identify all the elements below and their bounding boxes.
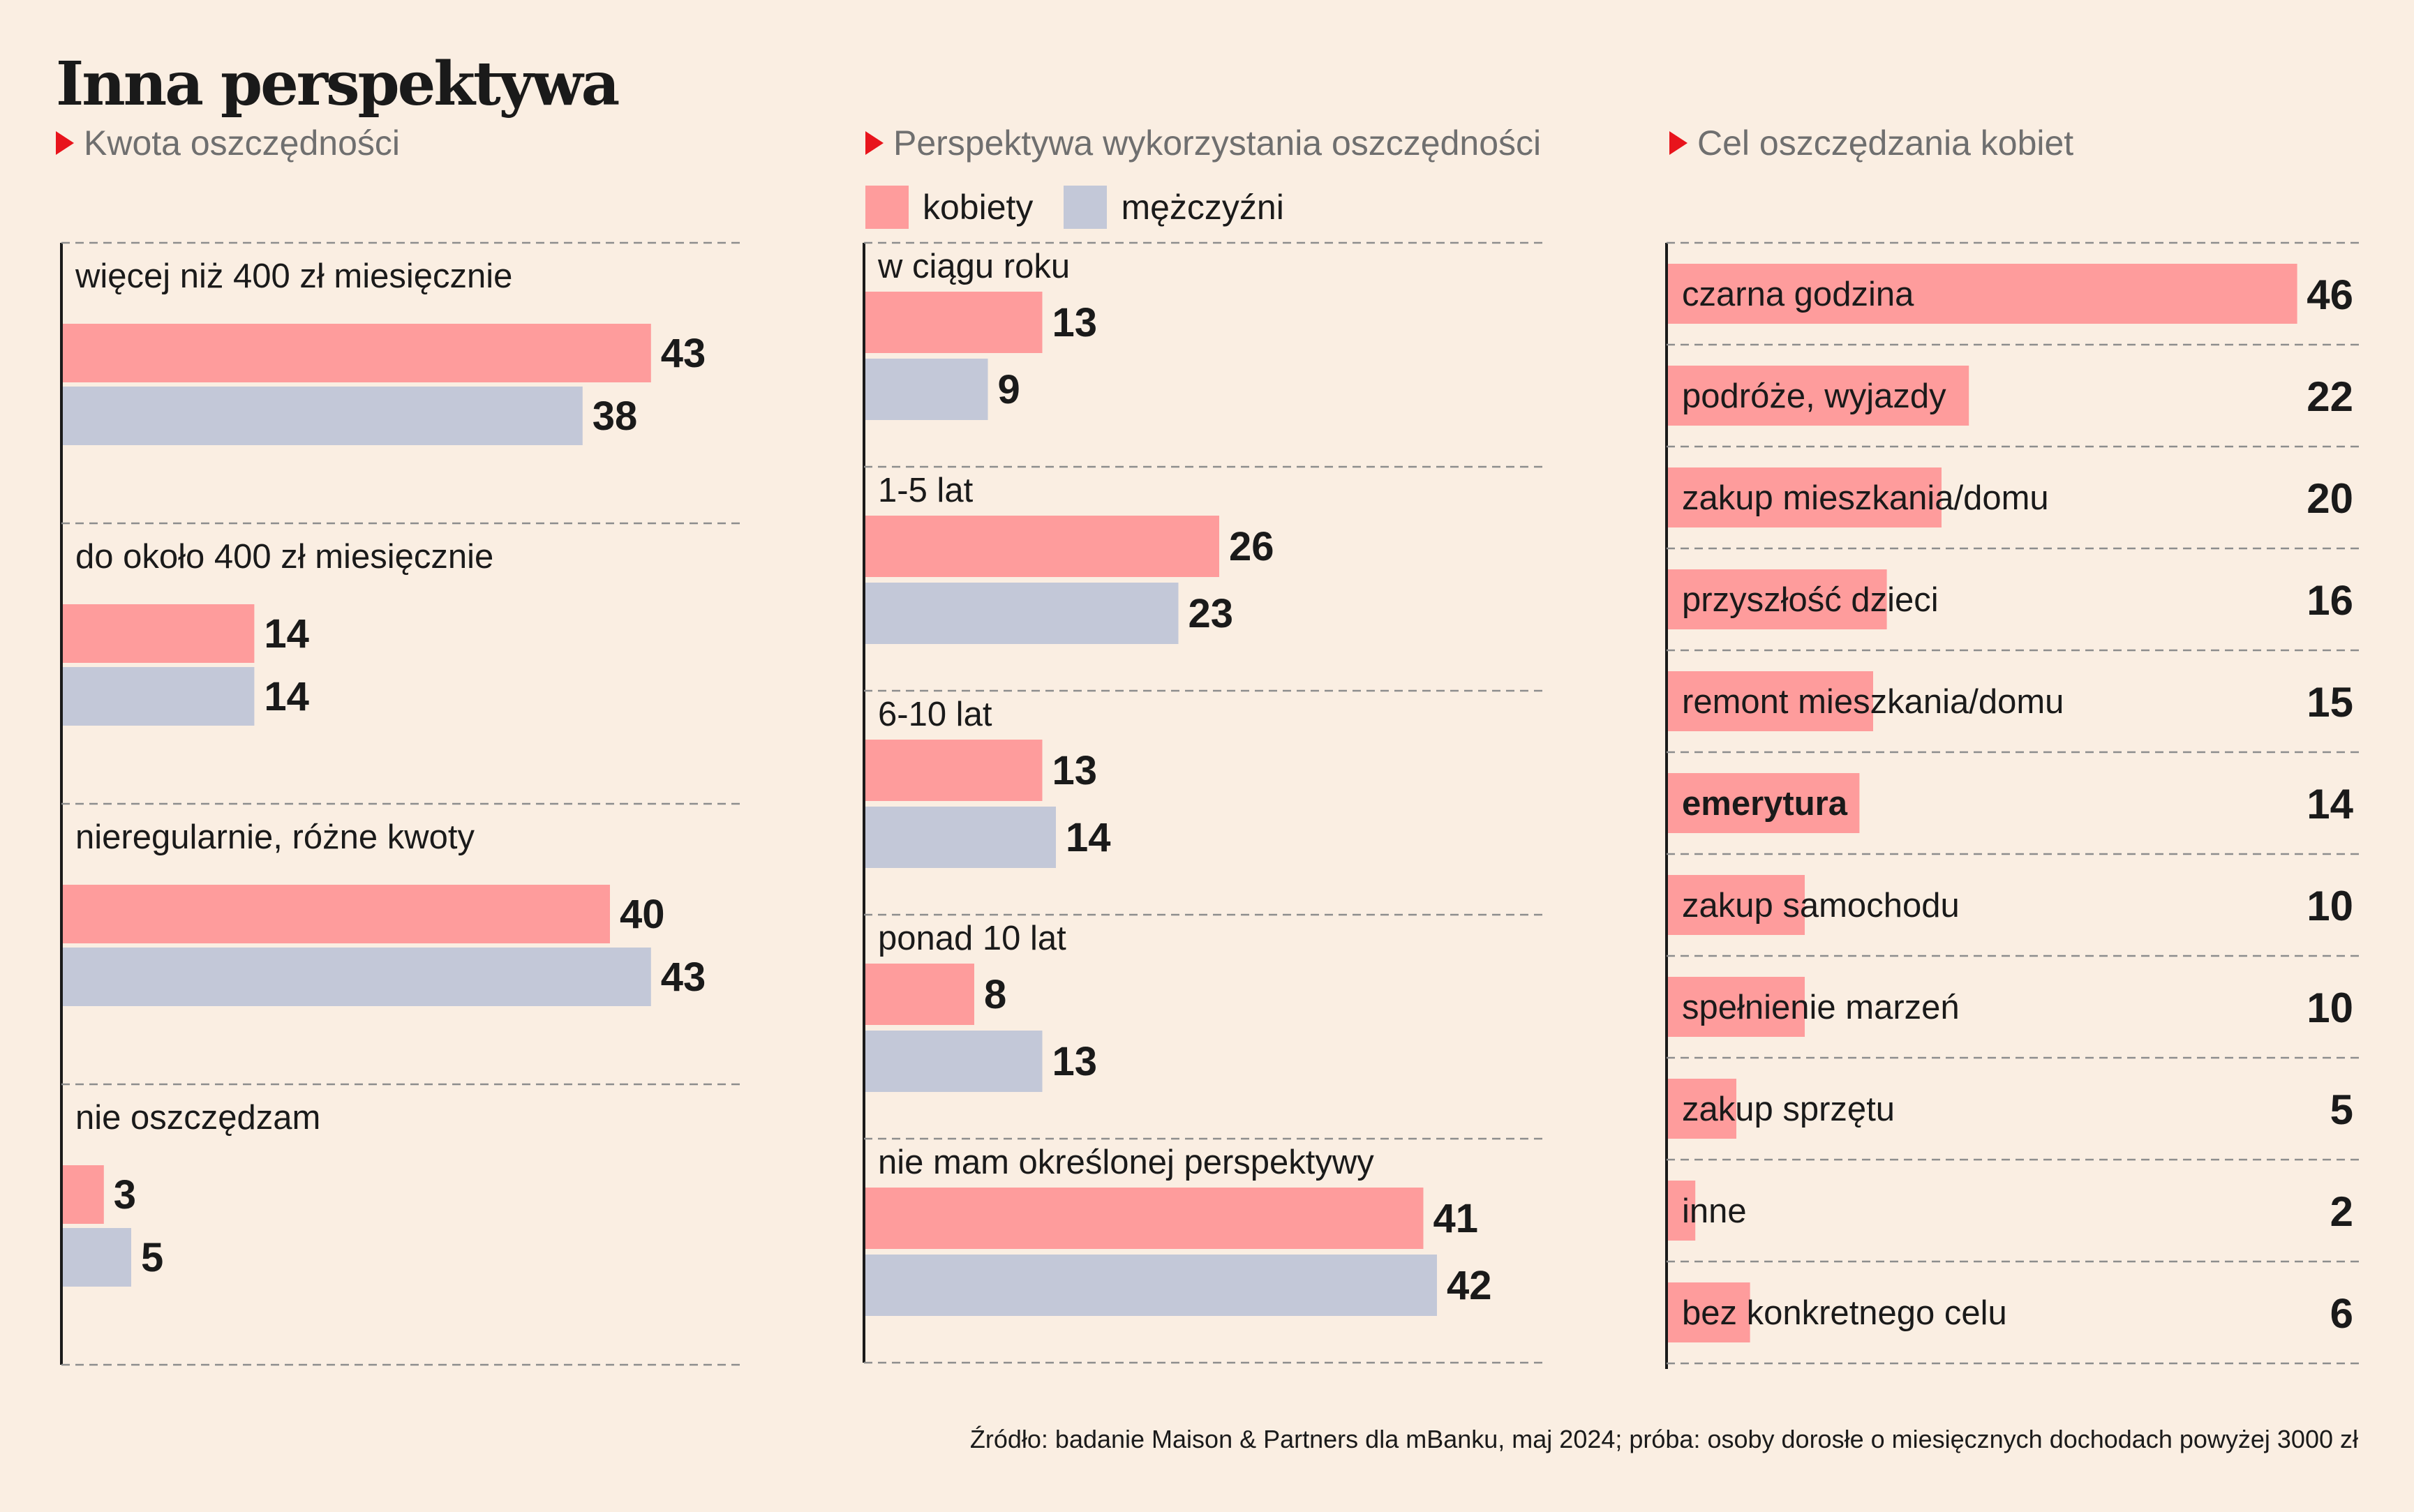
bar-men (63, 948, 651, 1006)
bar-men (865, 1255, 1437, 1316)
category-label: emerytura (1682, 785, 1848, 823)
data-label: 16 (2307, 577, 2353, 624)
category-label: w ciągu roku (877, 248, 1070, 285)
data-label: 14 (264, 611, 309, 657)
data-label: 3 (114, 1172, 136, 1218)
data-label: 40 (620, 892, 665, 937)
bar-women (1668, 1282, 1750, 1342)
data-label: 9 (998, 367, 1020, 412)
panel-2-subtitle-text: Perspektywa wykorzystania oszczędności (893, 123, 1542, 163)
data-label: 2 (2330, 1188, 2353, 1235)
bar-men (865, 583, 1179, 644)
category-label: 1-5 lat (878, 472, 974, 509)
bar-women (1668, 1079, 1736, 1139)
panel-3-subtitle: Cel oszczędzania kobiet (1669, 123, 2073, 163)
bar-women (1668, 467, 1942, 527)
bar-women (1668, 671, 1873, 731)
legend-item-women: kobiety (865, 186, 1033, 229)
data-label: 23 (1189, 591, 1234, 636)
data-label: 10 (2307, 985, 2353, 1031)
category-label: zakup samochodu (1682, 887, 1960, 925)
category-label: inne (1682, 1192, 1747, 1230)
bar-men (865, 807, 1056, 868)
data-label: 13 (1052, 748, 1098, 793)
panel-3-subtitle-text: Cel oszczędzania kobiet (1697, 123, 2074, 163)
chart-legend: kobiety mężczyźni (865, 186, 1315, 229)
triangle-marker-icon (865, 131, 884, 155)
category-label: podróże, wyjazdy (1682, 377, 1946, 415)
category-label: czarna godzina (1682, 276, 1914, 313)
data-label: 41 (1433, 1196, 1479, 1241)
data-label: 26 (1229, 524, 1274, 569)
category-label: zakup sprzętu (1682, 1091, 1895, 1128)
category-label: nieregularnie, różne kwoty (75, 818, 475, 856)
category-label: zakup mieszkania/domu (1682, 479, 2049, 517)
bar-men (63, 387, 583, 445)
panel-2-subtitle: Perspektywa wykorzystania oszczędności (865, 123, 1541, 163)
legend-swatch-men (1064, 186, 1108, 229)
triangle-marker-icon (1669, 131, 1687, 155)
bar-women (63, 1165, 104, 1224)
data-label: 20 (2307, 475, 2353, 522)
legend-label-men: mężczyźni (1121, 188, 1284, 227)
data-label: 13 (1052, 300, 1098, 345)
legend-item-men: mężczyźni (1064, 186, 1284, 229)
panel-1-subtitle: Kwota oszczędności (56, 123, 400, 163)
bar-women (865, 964, 974, 1025)
data-label: 22 (2307, 373, 2353, 420)
data-label: 15 (2307, 679, 2353, 726)
category-label: więcej niż 400 zł miesięcznie (75, 257, 512, 295)
data-label: 13 (1052, 1039, 1098, 1084)
category-label: 6-10 lat (878, 696, 992, 733)
bar-women (63, 885, 610, 943)
source-note: Źródło: badanie Maison & Partners dla mB… (969, 1425, 2358, 1453)
bar-men (63, 667, 255, 726)
category-label: przyszłość dzieci (1682, 581, 1939, 619)
bar-women (63, 324, 651, 382)
data-label: 10 (2307, 883, 2353, 929)
data-label: 14 (1066, 815, 1111, 860)
data-label: 14 (2307, 781, 2353, 828)
category-label: spełnienie marzeń (1682, 989, 1960, 1026)
legend-swatch-women (865, 186, 909, 229)
bar-women (865, 516, 1219, 577)
bar-women (1668, 264, 2297, 324)
bar-women (1668, 366, 1969, 426)
category-label: remont mieszkania/domu (1682, 683, 2064, 721)
category-label: nie oszczędzam (75, 1099, 320, 1137)
category-label: ponad 10 lat (878, 920, 1066, 957)
data-label: 14 (264, 674, 309, 719)
data-label: 8 (984, 972, 1006, 1017)
category-label: do około 400 zł miesięcznie (75, 538, 493, 576)
bar-women (1668, 1181, 1696, 1241)
bar-women (1668, 569, 1887, 629)
data-label: 42 (1447, 1263, 1492, 1308)
data-label: 5 (141, 1235, 163, 1280)
bar-women (1668, 773, 1860, 833)
data-label: 6 (2330, 1290, 2353, 1337)
category-label: bez konkretnego celu (1682, 1294, 2007, 1332)
data-label: 43 (661, 955, 706, 1000)
page-title: Inna perspektywa (56, 49, 620, 119)
legend-label-women: kobiety (923, 188, 1034, 227)
data-label: 5 (2330, 1086, 2353, 1133)
bar-women (865, 1188, 1424, 1249)
data-label: 38 (593, 394, 638, 439)
bar-women (1668, 977, 1805, 1037)
bar-women (1668, 875, 1805, 935)
panel-1-subtitle-text: Kwota oszczędności (84, 123, 401, 163)
category-label: nie mam określonej perspektywy (878, 1144, 1374, 1181)
bar-women (63, 604, 255, 663)
bar-women (865, 292, 1043, 353)
bar-men (63, 1228, 131, 1287)
bar-men (865, 1031, 1043, 1092)
data-label: 43 (661, 331, 706, 376)
data-label: 46 (2307, 271, 2353, 318)
triangle-marker-icon (56, 131, 74, 155)
bar-women (865, 740, 1043, 801)
bar-men (865, 359, 988, 420)
